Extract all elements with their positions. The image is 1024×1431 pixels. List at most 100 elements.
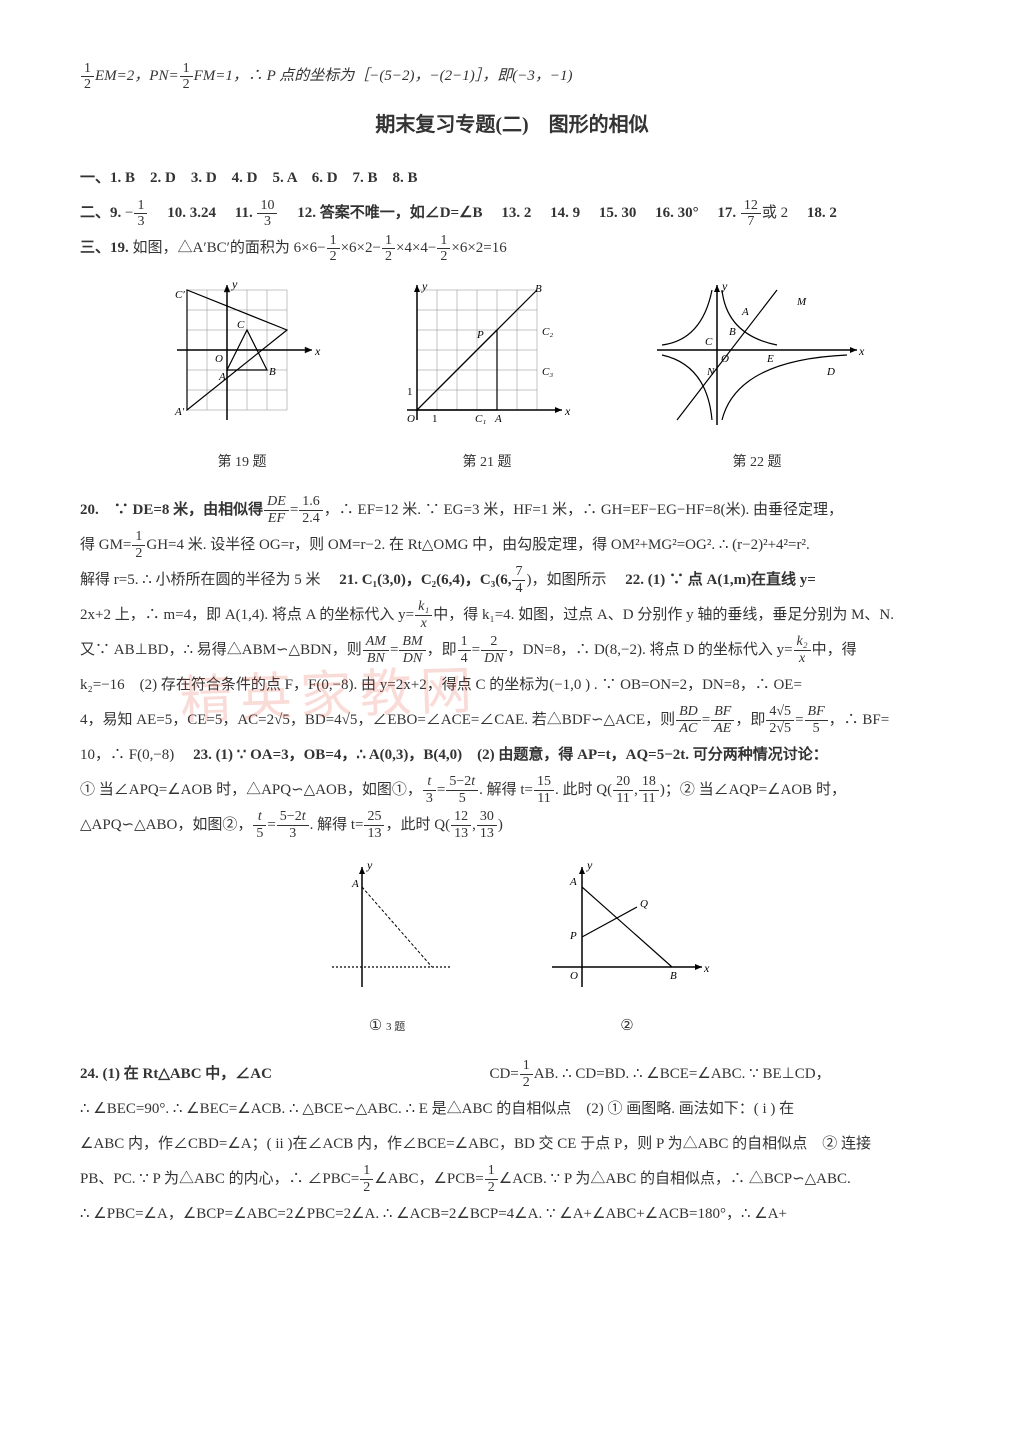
figure-23-2-svg: y x O A Q P B [542,857,712,997]
bottom-figures: y A ① 3 题 y x O A Q P B ② [80,857,944,1043]
q23-line1: ① 当∠APQ=∠AOB 时，△APQ∽△AOB，如图①，t3=5−2t5. 解… [80,774,944,807]
q23-l1a: ① 当∠APQ=∠AOB 时，△APQ∽△AOB，如图①， [80,782,422,798]
svg-text:C′: C′ [175,289,185,301]
q20-l1b: ，∴ EF=12 米. ∵ EG=3 米，HF=1 米，∴ GH=EF−EG−H… [324,502,843,518]
q20-line1: 20. ∵ DE=8 米，由相似得DEEF=1.62.4，∴ EF=12 米. … [80,494,944,527]
q10: 10. 3.24 [167,205,216,221]
q17: 17. [717,205,736,221]
svg-text:y: y [721,280,728,293]
q23-line2: △APQ∽△ABO，如图②，t5=5−2t3. 解得 t=2513，此时 Q(1… [80,809,944,842]
svg-text:O: O [215,353,223,365]
figure-21-svg: y x O 1 1 B A P C₁ C₂ C₃ [387,280,587,430]
svg-text:A: A [494,413,502,425]
q22-l2c: ，DN=8，∴ D(8,−2). 将点 D 的坐标代入 y= [508,642,793,658]
q20-l2a: 得 GM= [80,537,131,553]
svg-text:A: A [569,876,577,888]
q22-l2b: ，即 [427,642,457,658]
q22-l2d: 中，得 [812,642,857,658]
q22-l3: k₂=−16 (2) 存在符合条件的点 F，F(0,−8). 由 y=2x+2，… [80,677,802,693]
q15: 15. 30 [599,205,637,221]
svg-text:y: y [421,280,428,293]
svg-text:B: B [670,970,677,982]
figure-22: y x C O M A B N E D 第 22 题 [647,280,867,479]
figure-21-caption: 第 21 题 [387,448,587,479]
q23-start: 23. (1) ∵ OA=3，OB=4，∴ A(0,3)，B(4,0) (2) … [193,747,828,763]
svg-text:A′: A′ [174,406,185,418]
section-3: 三、19. 如图，△A′BC′的面积为 6×6−12×6×2−12×4×4−12… [80,232,944,265]
q24-l5: ∴ ∠PBC=∠A，∠BCP=∠ABC=2∠PBC=2∠A. ∴ ∠ACB=2∠… [80,1206,787,1222]
q14: 14. 9 [550,205,580,221]
svg-text:O: O [570,970,578,982]
figure-19-caption: 第 19 题 [157,448,327,479]
svg-text:N: N [706,366,715,378]
q22-l2a: 又∵ AB⊥BD，∴ 易得△ABM∽△BDN，则 [80,642,362,658]
section-2-label: 二、9. [80,205,121,221]
svg-text:x: x [314,344,321,358]
q22-l1m: 中，得 k₁=4. 如图，过点 A、D 分别作 y 轴的垂线，垂足分别为 M、N… [433,607,894,623]
q22-l4b: ，即 [735,712,765,728]
q24-l4a: PB、PC. ∵ P 为△ABC 的内心，∴ ∠PBC= [80,1171,359,1187]
q11: 11. [235,205,253,221]
svg-text:B: B [269,366,276,378]
figure-23-1: y A ① 3 题 [312,857,462,1043]
q19-mid3: ×6×2=16 [451,240,506,256]
svg-text:C₃: C₃ [542,366,553,378]
q24-l3: ∠ABC 内，作∠CBD=∠A；( ii )在∠ACB 内，作∠BCE=∠ABC… [80,1136,871,1152]
svg-text:1: 1 [432,413,438,425]
figure-23-2: y x O A Q P B ② [542,857,712,1043]
section-1: 一、1. B 2. D 3. D 4. D 5. A 6. D 7. B 8. … [80,162,944,195]
q24-line5: ∴ ∠PBC=∠A，∠BCP=∠ABC=2∠PBC=2∠A. ∴ ∠ACB=2∠… [80,1198,944,1231]
q21-text: 21. C₁(3,0)，C₂(6,4)，C₃(6, [339,572,511,588]
section-1-label: 一、 [80,170,110,186]
svg-text:A: A [741,306,749,318]
q24-l2: ∴ ∠BEC=90°. ∴ ∠BEC=∠ACB. ∴ △BCE∽△ABC. ∴ … [80,1101,794,1117]
q22-line2: 又∵ AB⊥BD，∴ 易得△ABM∽△BDN，则AMBN=BMDN，即14=2D… [80,634,944,667]
q24-line2: ∴ ∠BEC=90°. ∴ ∠BEC=∠ACB. ∴ △BCE∽△ABC. ∴ … [80,1093,944,1126]
svg-text:C: C [705,336,713,348]
q22-l5: 10，∴ F(0,−8) [80,747,174,763]
q21-suffix: )，如图所示 [526,572,606,588]
figure-19: y x O C′ A′ C B A 第 19 题 [157,280,327,479]
svg-text:O: O [407,413,415,425]
svg-text:y: y [366,858,373,872]
q24-l1a: 24. (1) 在 Rt△ABC 中，∠AC [80,1066,272,1082]
svg-text:B: B [729,326,736,338]
q23-l2d: ) [498,817,503,833]
q20-l2b: GH=4 米. 设半径 OG=r，则 OM=r−2. 在 Rt△OMG 中，由勾… [146,537,809,553]
svg-text:x: x [858,344,865,358]
q17-suffix: 或 2 [762,205,788,221]
q9-neg: − [125,205,133,221]
section-2: 二、9. −13 10. 3.24 11. 103 12. 答案不唯一，如∠D=… [80,197,944,230]
q23-l1b: . 解得 t= [479,782,533,798]
q24-l4c: ∠ACB. ∵ P 为△ABC 的自相似点，∴ △BCP∽△ABC. [499,1171,851,1187]
figure-23-1-caption: ① 3 题 [312,1010,462,1043]
svg-text:E: E [766,353,774,365]
figures-row: y x O C′ A′ C B A 第 19 题 y x O 1 [80,280,944,479]
q19-mid1: ×6×2− [341,240,381,256]
svg-text:Q: Q [640,898,648,910]
q23-l2b: . 解得 t= [310,817,364,833]
q16: 16. 30° [655,205,699,221]
q23-l1c: . 此时 Q( [555,782,612,798]
q22-l4c: ，∴ BF= [829,712,890,728]
svg-text:x: x [564,404,571,418]
svg-text:y: y [231,280,238,291]
q23-l1d: )；② 当∠AQP=∠AOB 时， [660,782,846,798]
q22-start: 22. (1) ∵ 点 A(1,m)在直线 y= [625,572,816,588]
q22-l4a: 4，易知 AE=5，CE=5，AC=2√5，BD=4√5，∠EBO=∠ACE=∠… [80,712,675,728]
opening-suffix: FM=1，∴ P 点的坐标为［−(5−2)，−(2−1)］，即(−3，−1) [194,68,573,84]
q22-line5: 10，∴ F(0,−8) 23. (1) ∵ OA=3，OB=4，∴ A(0,3… [80,739,944,772]
q19-text: 如图，△A′BC′的面积为 6×6− [133,240,326,256]
figure-22-svg: y x C O M A B N E D [647,280,867,430]
svg-text:D: D [826,366,835,378]
q22-line4: 4，易知 AE=5，CE=5，AC=2√5，BD=4√5，∠EBO=∠ACE=∠… [80,704,944,737]
svg-text:1: 1 [407,386,413,398]
q24-l4b: ∠ABC，∠PCB= [374,1171,484,1187]
q13: 13. 2 [501,205,531,221]
opening-line: 12EM=2，PN=12FM=1，∴ P 点的坐标为［−(5−2)，−(2−1)… [80,60,944,93]
opening-prefix: EM=2，PN= [95,68,179,84]
q20-l1a: 20. ∵ DE=8 米，由相似得 [80,502,263,518]
svg-text:C₂: C₂ [542,326,553,338]
q22-l1: 2x+2 上，∴ m=4，即 A(1,4). 将点 A 的坐标代入 y= [80,607,414,623]
q24-line4: PB、PC. ∵ P 为△ABC 的内心，∴ ∠PBC=12∠ABC，∠PCB=… [80,1163,944,1196]
